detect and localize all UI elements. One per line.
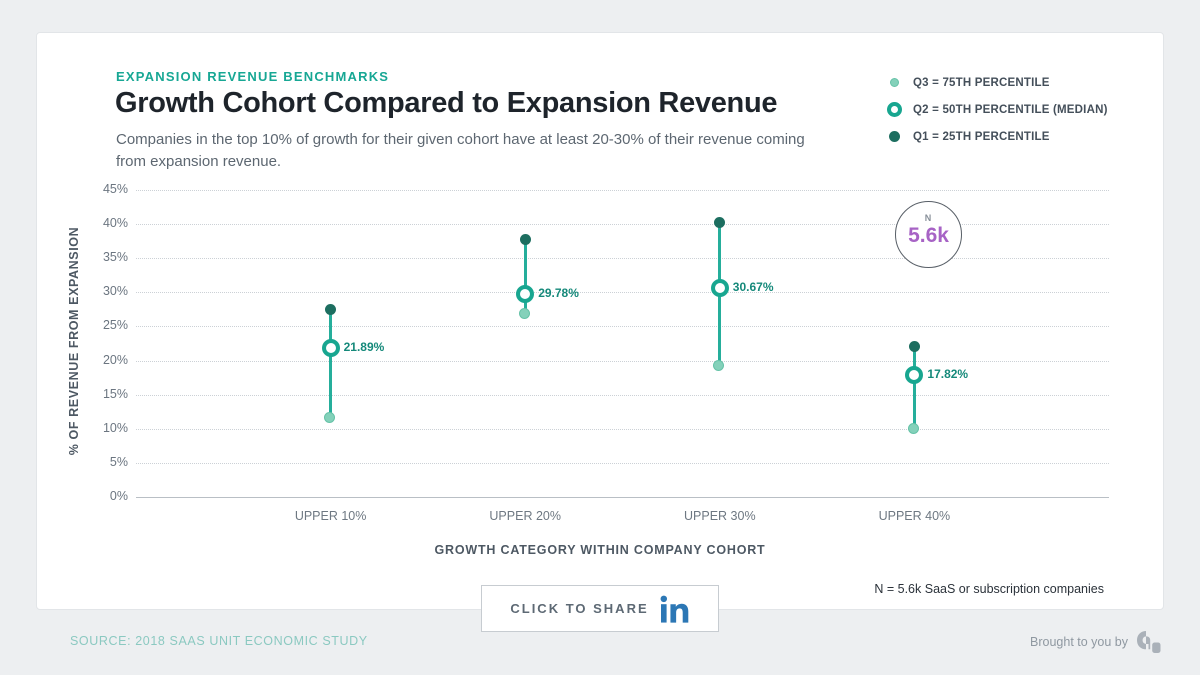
x-tick-label: UPPER 30% [684, 509, 756, 523]
y-tick-label: 45% [102, 182, 128, 196]
y-tick-label: 20% [102, 352, 128, 367]
brought-by-label: Brought to you by [1030, 635, 1128, 649]
median-ring [321, 338, 340, 357]
sample-size-note: N = 5.6k SaaS or subscription companies [874, 582, 1104, 596]
legend-item-q1: Q1 = 25TH PERCENTILE [884, 123, 1108, 150]
share-button-label: CLICK TO SHARE [510, 601, 649, 616]
x-tick-label: UPPER 20% [489, 509, 561, 523]
q2-ring-icon [886, 102, 902, 117]
q3-dot-icon [889, 78, 899, 87]
x-tick-label: UPPER 40% [878, 509, 951, 523]
x-axis-ticks: UPPER 10% UPPER 20% UPPER 30% UPPER 40% [136, 509, 1109, 527]
x-axis-title: GROWTH CATEGORY WITHIN COMPANY COHORT [434, 543, 766, 557]
y-tick-label: 40% [102, 216, 128, 231]
range-line [523, 239, 527, 315]
legend-label-q2: Q2 = 50TH PERCENTILE (MEDIAN) [913, 103, 1108, 116]
q1-dot [908, 340, 920, 352]
gridline [136, 190, 1109, 191]
q3-dot [713, 360, 725, 372]
legend-label-q3: Q3 = 75TH PERCENTILE [913, 76, 1050, 89]
sample-size-badge-label: N [924, 213, 933, 223]
q3-dot [518, 307, 530, 319]
gridline [136, 360, 1109, 362]
legend-label-q1: Q1 = 25TH PERCENTILE [913, 130, 1050, 143]
q3-dot [907, 422, 919, 434]
y-tick-label: 35% [102, 250, 128, 265]
y-axis-ticks: 45% 40% 35% 30% 25% 20% 15% 10% 5% 0% [76, 182, 128, 503]
share-button[interactable]: CLICK TO SHARE [481, 585, 719, 632]
y-tick-label: 5% [109, 454, 128, 469]
range-line [329, 309, 333, 419]
gridline [136, 394, 1109, 396]
gridline [136, 292, 1109, 294]
legend-item-q3: Q3 = 75TH PERCENTILE [884, 69, 1108, 96]
y-tick-label: 15% [102, 386, 128, 401]
q1-dot [519, 233, 531, 245]
linkedin-icon [660, 595, 688, 623]
x-tick-label: UPPER 10% [294, 509, 367, 523]
q1-dot [714, 216, 726, 228]
gridline [136, 497, 1109, 498]
eyebrow: EXPANSION REVENUE BENCHMARKS [116, 69, 390, 84]
y-tick-label: 10% [102, 420, 128, 435]
median-ring [710, 278, 729, 297]
plot-area: 21.89% 29.78% 30.67% 17.82% [136, 190, 1109, 498]
y-tick-label: 25% [102, 318, 128, 333]
median-value-label: 21.89% [343, 339, 385, 354]
profitwell-logo-icon [1137, 631, 1161, 653]
q3-dot [324, 412, 336, 424]
page-title: Growth Cohort Compared to Expansion Reve… [115, 87, 778, 119]
brought-by: Brought to you by [1030, 630, 1162, 654]
median-value-label: 17.82% [927, 367, 969, 382]
chart-card: EXPANSION REVENUE BENCHMARKS Growth Coho… [36, 32, 1164, 610]
median-value-label: 29.78% [538, 285, 579, 300]
median-ring [516, 284, 535, 303]
legend-item-q2: Q2 = 50TH PERCENTILE (MEDIAN) [884, 96, 1108, 123]
gridline [136, 224, 1109, 226]
range-line [912, 346, 916, 430]
sample-size-badge-value: 5.6k [908, 224, 949, 247]
median-ring [905, 366, 924, 385]
gridline [136, 258, 1109, 260]
q1-dot-icon [888, 131, 900, 142]
q1-dot [325, 303, 337, 315]
subtitle: Companies in the top 10% of growth for t… [116, 131, 805, 170]
gridline [136, 428, 1109, 430]
sample-size-badge: N 5.6k [895, 201, 962, 268]
gridline [136, 462, 1109, 464]
y-tick-label: 0% [109, 489, 128, 503]
median-value-label: 30.67% [732, 279, 774, 294]
source-note: SOURCE: 2018 SAAS UNIT ECONOMIC STUDY [70, 634, 368, 648]
legend: Q3 = 75TH PERCENTILE Q2 = 50TH PERCENTIL… [884, 69, 1108, 150]
gridline [136, 326, 1109, 328]
y-tick-label: 30% [102, 284, 128, 299]
